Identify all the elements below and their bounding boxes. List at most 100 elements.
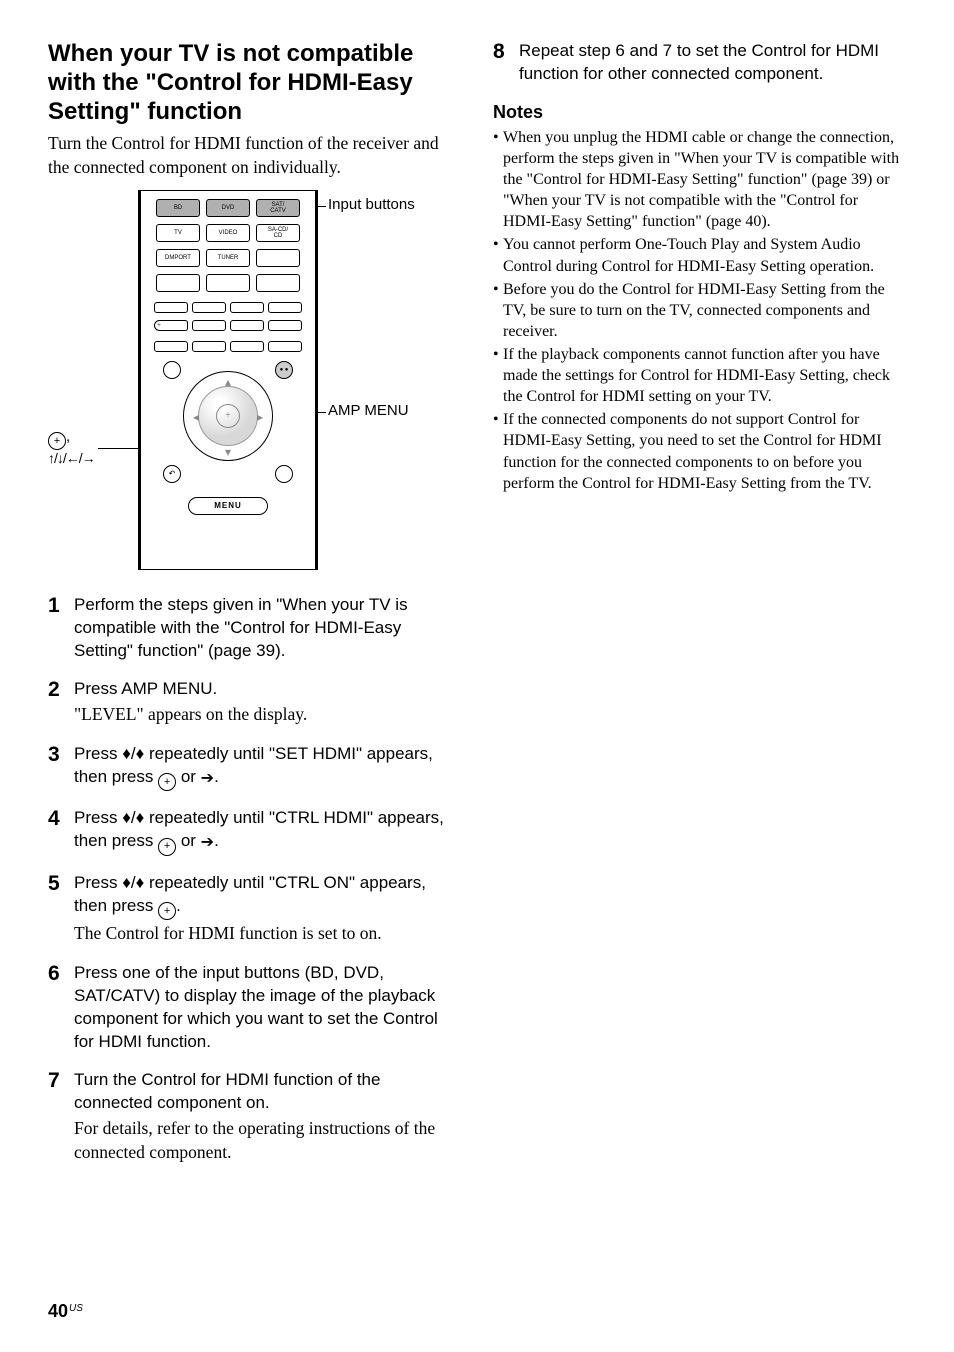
remote-inner: BD DVD SAT/ CATV TV VIDEO SA-CD/ CD DMPO…: [141, 191, 315, 523]
enter-icon: +: [48, 432, 66, 450]
amp-menu-label: AMP MENU: [328, 402, 409, 419]
remote-pill-row-3: [151, 341, 305, 352]
remote-pill: +: [154, 320, 188, 331]
amp-menu-callout: AMP MENU: [328, 402, 409, 419]
t: Press: [74, 744, 122, 763]
step-lead: Press one of the input buttons (BD, DVD,…: [74, 962, 461, 1054]
remote-btn-blank: [256, 249, 300, 267]
page-number-value: 40: [48, 1301, 68, 1321]
step-8: Repeat step 6 and 7 to set the Control f…: [493, 40, 906, 86]
steps-list: Perform the steps given in "When your TV…: [48, 594, 461, 1165]
left-column: When your TV is not compatible with the …: [48, 40, 461, 1181]
remote-btn-dvd: DVD: [206, 199, 250, 217]
remote-pill-row-2: +: [151, 320, 305, 331]
up-arrow-icon: ▴: [225, 375, 231, 390]
step-lead: Repeat step 6 and 7 to set the Control f…: [519, 40, 906, 86]
remote-pill: [192, 341, 226, 352]
enter-icon: +: [158, 773, 176, 791]
remote-small-btn: [275, 465, 293, 483]
remote-pill: [192, 320, 226, 331]
remote-pill: [230, 320, 264, 331]
step-1: Perform the steps given in "When your TV…: [48, 594, 461, 663]
step-6: Press one of the input buttons (BD, DVD,…: [48, 962, 461, 1054]
two-column-layout: When your TV is not compatible with the …: [48, 40, 906, 1181]
enter-icon: +: [158, 902, 176, 920]
remote-dpad-area: ● ● + ▴ ▾ ◂ ▸ ↶: [151, 359, 305, 489]
remote-btn-tv: TV: [156, 224, 200, 242]
step-5: Press ♦/♦ repeatedly until "CTRL ON" app…: [48, 872, 461, 946]
remote-pill: [154, 341, 188, 352]
remote-pill-row-1: [151, 302, 305, 313]
remote-row-2: TV VIDEO SA-CD/ CD: [151, 224, 305, 242]
enter-icon: +: [158, 838, 176, 856]
step-2: Press AMP MENU. "LEVEL" appears on the d…: [48, 678, 461, 727]
notes-list: When you unplug the HDMI cable or change…: [493, 127, 906, 494]
remote-row-1: BD DVD SAT/ CATV: [151, 199, 305, 217]
step-body: "LEVEL" appears on the display.: [74, 703, 461, 727]
right-arrow-icon: ➔: [201, 768, 214, 790]
remote-btn-bd: BD: [156, 199, 200, 217]
section-heading: When your TV is not compatible with the …: [48, 40, 461, 126]
step-body: For details, refer to the operating inst…: [74, 1117, 461, 1164]
step-lead: Press ♦/♦ repeatedly until "CTRL ON" app…: [74, 872, 461, 920]
page-number: 40US: [48, 1301, 83, 1322]
input-buttons-callout: Input buttons: [328, 196, 415, 213]
remote-pill: [268, 302, 302, 313]
t: Press: [74, 808, 122, 827]
remote-btn-sat: SAT/ CATV: [256, 199, 300, 217]
t: .: [214, 831, 219, 850]
intro-paragraph: Turn the Control for HDMI function of th…: [48, 132, 461, 179]
note-item: When you unplug the HDMI cable or change…: [493, 127, 906, 233]
remote-pill: [230, 341, 264, 352]
left-arrow-icon: ◂: [193, 410, 199, 425]
remote-small-btn: [163, 361, 181, 379]
remote-pill: [230, 302, 264, 313]
step-7: Turn the Control for HDMI function of th…: [48, 1069, 461, 1164]
note-item: If the playback components cannot functi…: [493, 344, 906, 407]
note-item: You cannot perform One-Touch Play and Sy…: [493, 234, 906, 276]
remote-btn-generic: [156, 274, 200, 292]
t: .: [214, 767, 219, 786]
remote-pill: [192, 302, 226, 313]
remote-outline: BD DVD SAT/ CATV TV VIDEO SA-CD/ CD DMPO…: [138, 190, 318, 570]
updown-arrow-icon: ♦/♦: [122, 744, 144, 763]
arrow-glyphs: ↑/↓/←/→: [48, 450, 95, 466]
input-buttons-label: Input buttons: [328, 196, 415, 213]
remote-btn-generic: [256, 274, 300, 292]
t: Press: [74, 873, 122, 892]
updown-arrow-icon: ♦/♦: [122, 873, 144, 892]
steps-continued: Repeat step 6 and 7 to set the Control f…: [493, 40, 906, 86]
t: or: [176, 767, 201, 786]
remote-btn-sacd: SA-CD/ CD: [256, 224, 300, 242]
right-arrow-icon: ▸: [257, 410, 263, 425]
t: or: [176, 831, 201, 850]
note-item: If the connected components do not suppo…: [493, 409, 906, 493]
down-arrow-icon: ▾: [225, 445, 231, 460]
remote-enter-btn: +: [216, 404, 240, 428]
step-lead: Perform the steps given in "When your TV…: [74, 594, 461, 663]
remote-amp-btn: ● ●: [275, 361, 293, 379]
remote-btn-dmport: DMPORT: [156, 249, 200, 267]
remote-pill: [268, 341, 302, 352]
remote-btn-tuner: TUNER: [206, 249, 250, 267]
notes-heading: Notes: [493, 102, 906, 123]
step-lead: Press ♦/♦ repeatedly until "CTRL HDMI" a…: [74, 807, 461, 855]
remote-menu-btn: MENU: [188, 497, 268, 515]
updown-arrow-icon: ♦/♦: [122, 808, 144, 827]
page-number-suffix: US: [69, 1303, 83, 1314]
remote-diagram: +, ↑/↓/←/→ Input buttons AMP MENU BD DVD…: [48, 190, 461, 580]
step-lead: Turn the Control for HDMI function of th…: [74, 1069, 461, 1115]
remote-return-btn: ↶: [163, 465, 181, 483]
remote-row-4: [151, 274, 305, 292]
right-arrow-icon: ➔: [201, 832, 214, 854]
remote-pill: [154, 302, 188, 313]
note-item: Before you do the Control for HDMI-Easy …: [493, 279, 906, 342]
comma: ,: [66, 428, 70, 445]
step-3: Press ♦/♦ repeatedly until "SET HDMI" ap…: [48, 743, 461, 791]
remote-btn-video: VIDEO: [206, 224, 250, 242]
step-body: The Control for HDMI function is set to …: [74, 922, 461, 946]
remote-row-3: DMPORT TUNER: [151, 249, 305, 267]
right-column: Repeat step 6 and 7 to set the Control f…: [493, 40, 906, 1181]
t: .: [176, 896, 181, 915]
step-lead: Press ♦/♦ repeatedly until "SET HDMI" ap…: [74, 743, 461, 791]
